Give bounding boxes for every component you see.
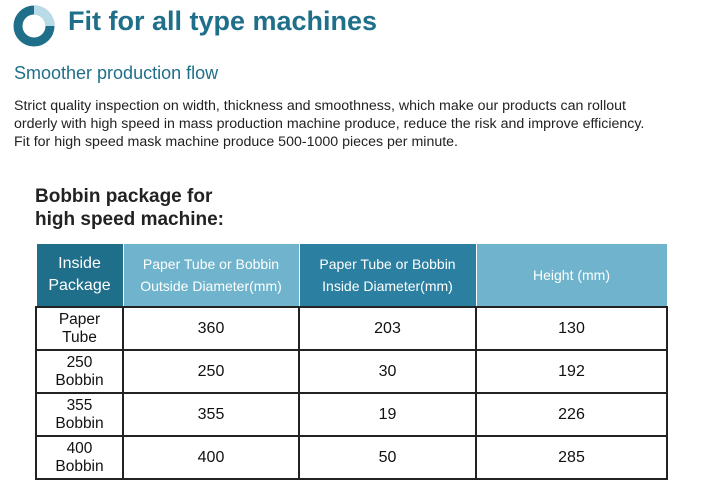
- row-label-line: Bobbin: [55, 371, 104, 389]
- row-label-line: 250: [66, 353, 93, 371]
- row-label-cell: 355 Bobbin: [35, 392, 124, 437]
- row-label-line: 355: [66, 396, 93, 414]
- table-header-row: Inside Package Paper Tube or Bobbin Outs…: [35, 243, 668, 308]
- column-header-inside-diameter: Paper Tube or Bobbin Inside Diameter(mm): [298, 243, 477, 308]
- inside-diameter-cell: 19: [298, 392, 477, 437]
- inside-diameter-cell: 203: [298, 306, 477, 351]
- description-line: orderly with high speed in mass producti…: [14, 116, 645, 132]
- header-line: Package: [48, 277, 111, 294]
- header-line: Paper Tube or Bobbin: [319, 256, 456, 272]
- column-header-inside-package: Inside Package: [35, 243, 124, 308]
- bobbin-heading-line: Bobbin package for: [35, 186, 213, 207]
- outside-diameter-cell: 250: [122, 349, 300, 394]
- section-subtitle: Smoother production flow: [14, 63, 219, 83]
- header-line: Paper Tube or Bobbin: [142, 256, 280, 272]
- header-line: Outside Diameter(mm): [140, 278, 282, 294]
- table-row: Paper Tube 360 203 130: [35, 306, 668, 351]
- ring-icon: [13, 5, 55, 47]
- bobbin-heading-line: high speed machine:: [35, 209, 224, 230]
- description-line: Fit for high speed mask machine produce …: [14, 134, 459, 150]
- row-label-cell: 400 Bobbin: [35, 435, 124, 480]
- row-label-line: Bobbin: [55, 457, 104, 475]
- inside-diameter-cell: 50: [298, 435, 477, 480]
- row-label-cell: 250 Bobbin: [35, 349, 124, 394]
- height-cell: 192: [475, 349, 668, 394]
- column-header-outside-diameter: Paper Tube or Bobbin Outside Diameter(mm…: [122, 243, 300, 308]
- row-label-line: Tube: [62, 328, 97, 346]
- table-row: 355 Bobbin 355 19 226: [35, 392, 668, 437]
- header-line: Inside: [58, 255, 101, 272]
- bobbin-spec-table: Inside Package Paper Tube or Bobbin Outs…: [35, 243, 668, 480]
- header-line: Height (mm): [532, 267, 610, 283]
- outside-diameter-cell: 360: [122, 306, 300, 351]
- table-row: 250 Bobbin 250 30 192: [35, 349, 668, 394]
- outside-diameter-cell: 400: [122, 435, 300, 480]
- height-cell: 226: [475, 392, 668, 437]
- page-title: Fit for all type machines: [68, 6, 378, 36]
- column-header-height: Height (mm): [475, 243, 668, 308]
- inside-diameter-cell: 30: [298, 349, 477, 394]
- height-cell: 285: [475, 435, 668, 480]
- row-label-line: 400: [66, 439, 93, 457]
- description-line: Strict quality inspection on width, thic…: [14, 98, 626, 114]
- row-label-line: Paper: [58, 310, 101, 328]
- bobbin-heading: Bobbin package for high speed machine:: [35, 185, 224, 231]
- outside-diameter-cell: 355: [122, 392, 300, 437]
- row-label-line: Bobbin: [55, 414, 104, 432]
- height-cell: 130: [475, 306, 668, 351]
- description-paragraph: Strict quality inspection on width, thic…: [14, 97, 704, 151]
- row-label-cell: Paper Tube: [35, 306, 124, 351]
- table-row: 400 Bobbin 400 50 285: [35, 435, 668, 480]
- header-line: Inside Diameter(mm): [322, 278, 453, 294]
